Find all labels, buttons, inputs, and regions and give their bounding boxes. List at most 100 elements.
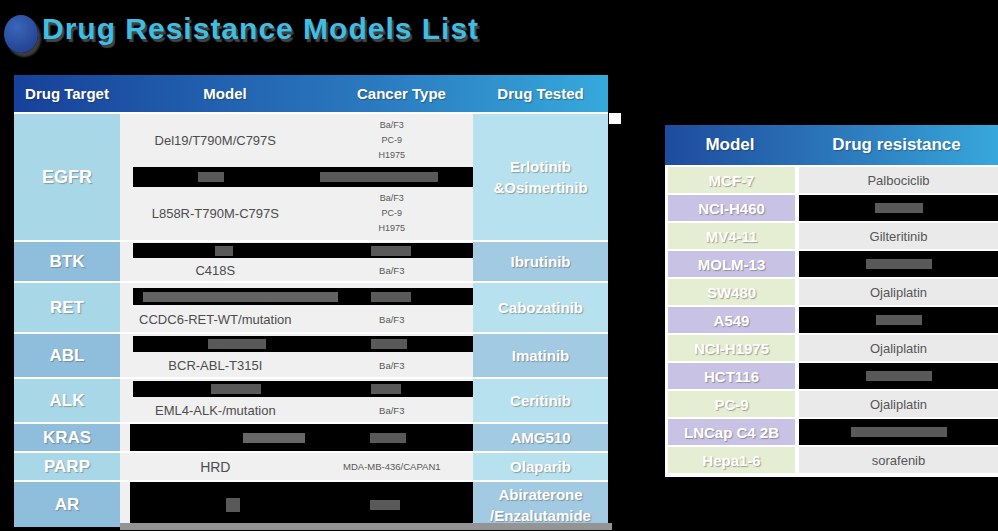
redaction-bar [133,336,473,352]
column-header-model: Model [665,125,795,165]
model-cancer-cells: BCR-ABL-T315I Ba/F3 [120,334,473,377]
model-cancer-cells: HRD MDA-MB-436/CAPAN1 [120,453,473,480]
model-cell: MCF-7 [668,167,795,193]
model-cell: L858R-T790M-C797S [120,187,311,240]
table-row: A549 [665,307,998,333]
logo-icon [4,15,38,53]
drug-target-cell: AR [14,482,120,527]
model-cancer-cells: C418S Ba/F3 [120,242,473,281]
table-row: SW480 Ojaliplatin [665,279,998,305]
drug-tested-cell: Olaparib [473,453,608,480]
drug-target-cell: PARP [14,453,120,480]
table-row: PC-9 Ojaliplatin [665,391,998,417]
redaction-bar [133,288,473,305]
redacted-model-row [120,242,473,259]
table-row: MCF-7 Palbociclib [665,167,998,193]
model-row: CCDC6-RET-WT/mutation Ba/F3 [120,307,473,332]
resistance-cell-redacted [799,307,998,333]
resistance-cell-redacted [799,195,998,221]
model-cell: BCR-ABL-T315I [120,354,311,377]
redaction-bar [130,482,473,527]
model-cancer-cells: Del19/T790M/C797S Ba/F3 PC-9 H1975 L858R… [120,114,473,240]
model-cell: NCI-H460 [668,195,795,221]
target-group-parp: PARP HRD MDA-MB-436/CAPAN1 Olaparib [14,453,608,480]
drug-tested-cell: Ibrutinib [473,242,608,281]
target-group-ar: AR Abiraterone /Enzalutamide [14,482,608,527]
resistance-cell-redacted [799,251,998,277]
model-cell: NCI-H1975 [668,335,795,361]
model-cell: MV4-11 [668,223,795,249]
redaction-bar [133,167,473,187]
slide: { "title": "Drug Resistance Models List"… [0,0,998,531]
column-header-drug-resistance: Drug resistance [795,125,998,165]
resistance-cell-redacted [799,419,998,445]
cancer-type-cell: Ba/F3 [311,354,473,377]
model-cancer-cells [120,424,473,451]
table-row: Hepa1-6 sorafenib [665,447,998,473]
drug-target-cell: KRAS [14,424,120,451]
resistance-cell: Gilteritinib [799,223,998,249]
cell-line-drug-resistance-table: Model Drug resistance MCF-7 Palbociclib … [665,125,998,477]
model-row: BCR-ABL-T315I Ba/F3 [120,354,473,377]
model-cancer-cells: EML4-ALK-/mutation Ba/F3 [120,379,473,422]
cancer-type-cell: Ba/F3 [311,259,473,281]
model-cell: HRD [120,453,311,480]
scrollbar-thumb-vertical[interactable] [609,113,621,124]
target-group-egfr: EGFR Del19/T790M/C797S Ba/F3 PC-9 H1975 … [14,114,608,240]
drug-tested-cell: Abiraterone /Enzalutamide [473,482,608,527]
redacted-model-row [120,379,473,399]
model-cell: SW480 [668,279,795,305]
redacted-model-row [120,283,473,307]
model-row: Del19/T790M/C797S Ba/F3 PC-9 H1975 [120,114,473,167]
redaction-bar [130,424,473,451]
redaction-bar [133,243,473,258]
table-row: MOLM-13 [665,251,998,277]
table-row: NCI-H460 [665,195,998,221]
table-row: HCT116 [665,363,998,389]
target-group-kras: KRAS AMG510 [14,424,608,451]
model-row: HRD MDA-MB-436/CAPAN1 [120,453,473,480]
table-row: LNCap C4 2B [665,419,998,445]
model-cell: A549 [668,307,795,333]
column-header-cancer-type: Cancer Type [330,75,473,112]
target-group-ret: RET CCDC6-RET-WT/mutation Ba/F3 Cabozati… [14,283,608,332]
drug-target-cell: BTK [14,242,120,281]
redacted-model-row [120,167,473,187]
model-cell: MOLM-13 [668,251,795,277]
model-cell: HCT116 [668,363,795,389]
model-cell: PC-9 [668,391,795,417]
page-title: Drug Resistance Models List [42,12,479,46]
redacted-model-row [120,334,473,354]
model-cell: EML4-ALK-/mutation [120,399,311,422]
target-group-btk: BTK C418S Ba/F3 Ibrutinib [14,242,608,281]
model-cancer-cells: CCDC6-RET-WT/mutation Ba/F3 [120,283,473,332]
redacted-model-row [120,424,473,451]
column-header-drug-tested: Drug Tested [473,75,608,112]
drug-target-cell: ALK [14,379,120,422]
drug-tested-cell: Erlotinib &Osimertinib [473,114,608,240]
model-cell: Del19/T790M/C797S [120,114,311,167]
model-cell: LNCap C4 2B [668,419,795,445]
cancer-type-cell: Ba/F3 [311,307,473,332]
model-row: C418S Ba/F3 [120,259,473,281]
drug-target-cell: EGFR [14,114,120,240]
model-cancer-cells [120,482,473,527]
scrollbar-horizontal[interactable] [120,523,612,530]
drug-tested-cell: Cabozatinib [473,283,608,332]
drug-target-cell: ABL [14,334,120,377]
target-group-alk: ALK EML4-ALK-/mutation Ba/F3 Ceritinib [14,379,608,422]
table-header-row: Model Drug resistance [665,125,998,165]
resistance-cell: Palbociclib [799,167,998,193]
table-row: NCI-H1975 Ojaliplatin [665,335,998,361]
redacted-model-row [120,482,473,527]
title-bar: Drug Resistance Models List [0,0,998,68]
model-cell: C418S [120,259,311,281]
drug-tested-cell: Imatinib [473,334,608,377]
resistance-cell: sorafenib [799,447,998,473]
resistance-cell-redacted [799,363,998,389]
table-header-row: Drug Target Model Cancer Type Drug Teste… [14,75,608,112]
resistance-cell: Ojaliplatin [799,335,998,361]
column-header-model: Model [120,75,330,112]
model-row: EML4-ALK-/mutation Ba/F3 [120,399,473,422]
drug-target-cell: RET [14,283,120,332]
